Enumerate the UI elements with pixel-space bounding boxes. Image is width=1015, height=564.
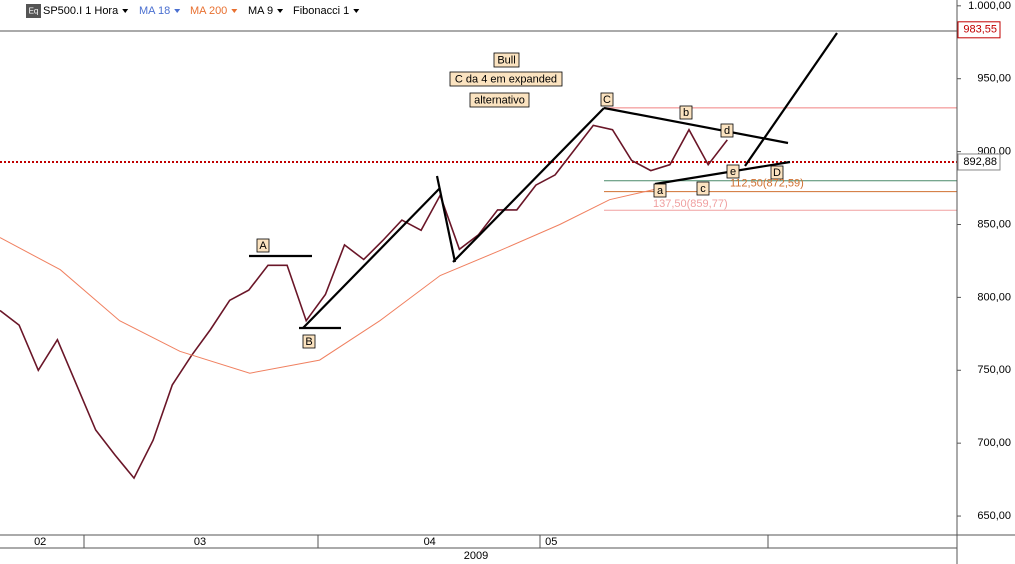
y-tick-label: 850,00 — [977, 218, 1011, 230]
wave-label: e — [730, 166, 736, 178]
wave-box — [726, 164, 740, 179]
ma-line — [0, 187, 661, 374]
price-box-label: 892,88 — [963, 156, 997, 168]
wave-labels: A B Ca b c d e D — [256, 92, 784, 349]
y-tick-label: 750,00 — [977, 364, 1011, 376]
price-box — [957, 21, 1001, 39]
dropdown-arrow[interactable] — [277, 9, 284, 13]
wave-label: c — [700, 183, 706, 195]
x-tick-label: 04 — [424, 536, 436, 548]
y-tick-label: 700,00 — [977, 437, 1011, 449]
wave-box — [600, 92, 614, 107]
dropdown-arrow[interactable] — [231, 9, 238, 13]
annotation-text: Bull — [497, 54, 515, 66]
toolbar-item[interactable]: MA 200 — [190, 5, 227, 17]
wave-box — [679, 105, 693, 120]
annotation-text: alternativo — [474, 94, 525, 106]
x-tick-label: 02 — [34, 536, 46, 548]
x-tick-label: 03 — [194, 536, 206, 548]
wave-label: d — [724, 125, 730, 137]
toolbar: Eq SP500.I 1 Hora MA 18 MA 200 MA 9 Fibonacc… — [26, 4, 360, 18]
annotation: alternativo — [469, 92, 530, 108]
wave-label: B — [305, 336, 312, 348]
dropdown-arrow[interactable] — [353, 9, 360, 13]
wave-label: b — [683, 107, 689, 119]
icon-text: Eq — [29, 7, 39, 16]
trend-lines — [249, 32, 838, 330]
annotation-text: C da 4 em expanded — [455, 73, 557, 85]
x-tick-label: 05 — [545, 536, 557, 548]
level-label: 112,50(872,59) — [730, 177, 804, 189]
annotation: Bull — [493, 52, 520, 68]
dropdown-arrow[interactable] — [174, 9, 181, 13]
price-box-label: 983,55 — [963, 24, 997, 36]
wave-label: C — [603, 94, 611, 106]
wave-box — [720, 123, 734, 138]
annotation: C da 4 em expanded — [449, 71, 563, 87]
level-label: 137,50(859,77) — [653, 198, 728, 210]
price-line — [0, 124, 728, 480]
y-tick-label: 1.000,00 — [968, 0, 1011, 12]
wave-label: D — [773, 167, 781, 179]
toolbar-item[interactable]: MA 18 — [139, 5, 170, 17]
price-box — [957, 153, 1001, 171]
month-separators — [83, 535, 769, 548]
wave-box — [653, 183, 667, 198]
toolbar-item[interactable]: Fibonacci 1 — [293, 5, 349, 17]
wave-box — [770, 165, 784, 180]
wave-box — [256, 238, 270, 253]
y-tick-label: 800,00 — [977, 291, 1011, 303]
symbol-icon — [26, 4, 41, 18]
year-label: 2009 — [464, 550, 488, 562]
annotations: Bull C da 4 em expanded alternativo — [449, 52, 563, 108]
wave-label: a — [657, 185, 664, 197]
dropdown-arrow[interactable] — [122, 9, 129, 13]
wave-label: A — [259, 240, 267, 252]
y-tick-label: 650,00 — [977, 510, 1011, 522]
wave-box — [696, 181, 710, 196]
toolbar-item[interactable]: SP500.I 1 Hora — [43, 5, 119, 17]
wave-box — [302, 334, 316, 349]
toolbar-item[interactable]: MA 9 — [248, 5, 273, 17]
y-tick-label: 950,00 — [977, 73, 1011, 85]
